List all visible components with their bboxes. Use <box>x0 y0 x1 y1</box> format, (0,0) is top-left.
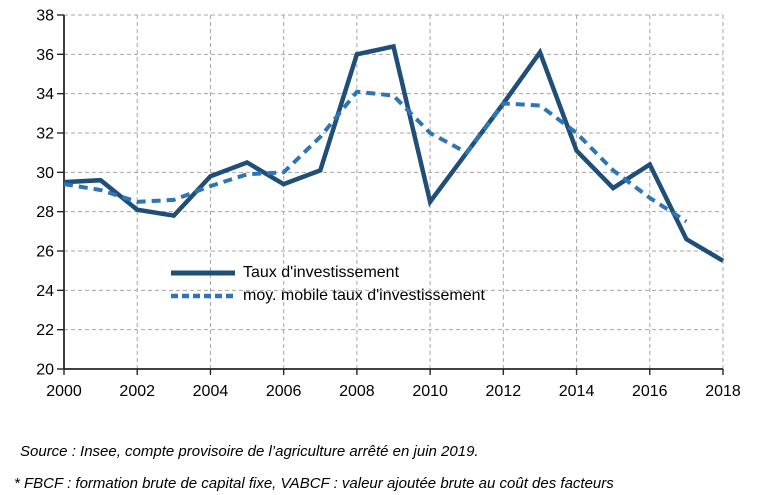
series-line-taux <box>63 43 725 263</box>
legend-item-taux: Taux d'investissement <box>170 264 485 282</box>
legend-label-taux: Taux d'investissement <box>243 264 400 281</box>
x-tick-label-2004: 2004 <box>193 383 229 400</box>
x-tick-label-2012: 2012 <box>486 383 522 400</box>
chart-legend: Taux d'investissement moy. mobile taux d… <box>170 264 485 305</box>
y-tick-label-20: 20 <box>36 362 54 379</box>
x-tick-label-2016: 2016 <box>632 383 668 400</box>
x-tick-label-2000: 2000 <box>46 383 82 400</box>
source-note: Source : Insee, compte provisoire de l’a… <box>20 443 479 460</box>
y-tick-label-26: 26 <box>36 244 54 261</box>
y-tick-label-36: 36 <box>36 47 54 64</box>
dashed-line-swatch <box>171 293 235 299</box>
legend-item-moyenne-mobile: moy. mobile taux d'investissement <box>170 287 485 305</box>
y-tick-label-34: 34 <box>36 86 54 103</box>
investment-rate-chart: 20 22 24 26 28 30 32 34 36 38 2000 2002 2004 2006 2008… <box>36 8 741 401</box>
x-tick-label-2002: 2002 <box>119 383 155 400</box>
y-tick-label-28: 28 <box>36 204 54 221</box>
x-tick-label-2008: 2008 <box>339 383 375 400</box>
legend-label-moyenne-mobile: moy. mobile taux d'investissement <box>243 287 485 304</box>
solid-line-swatch <box>171 270 235 276</box>
y-tick-label-30: 30 <box>36 165 54 182</box>
x-tick-label-2018: 2018 <box>705 383 741 400</box>
x-tick-label-2014: 2014 <box>559 383 595 400</box>
y-tick-label-38: 38 <box>36 8 54 25</box>
y-tick-label-32: 32 <box>36 126 54 143</box>
x-tick-label-2006: 2006 <box>266 383 302 400</box>
series-line-moyenne-mobile <box>63 89 688 224</box>
y-tick-label-24: 24 <box>36 283 54 300</box>
x-tick-label-2010: 2010 <box>412 383 448 400</box>
y-tick-label-22: 22 <box>36 322 54 339</box>
chart-canvas: 20 22 24 26 28 30 32 34 36 38 2000 2002 2004 2006 2008… <box>36 8 741 401</box>
fbcf-footnote: * FBCF : formation brute de capital fixe… <box>14 475 614 492</box>
